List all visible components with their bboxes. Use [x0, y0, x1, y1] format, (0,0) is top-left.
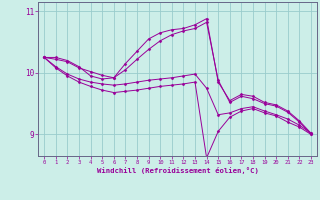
X-axis label: Windchill (Refroidissement éolien,°C): Windchill (Refroidissement éolien,°C) — [97, 167, 259, 174]
